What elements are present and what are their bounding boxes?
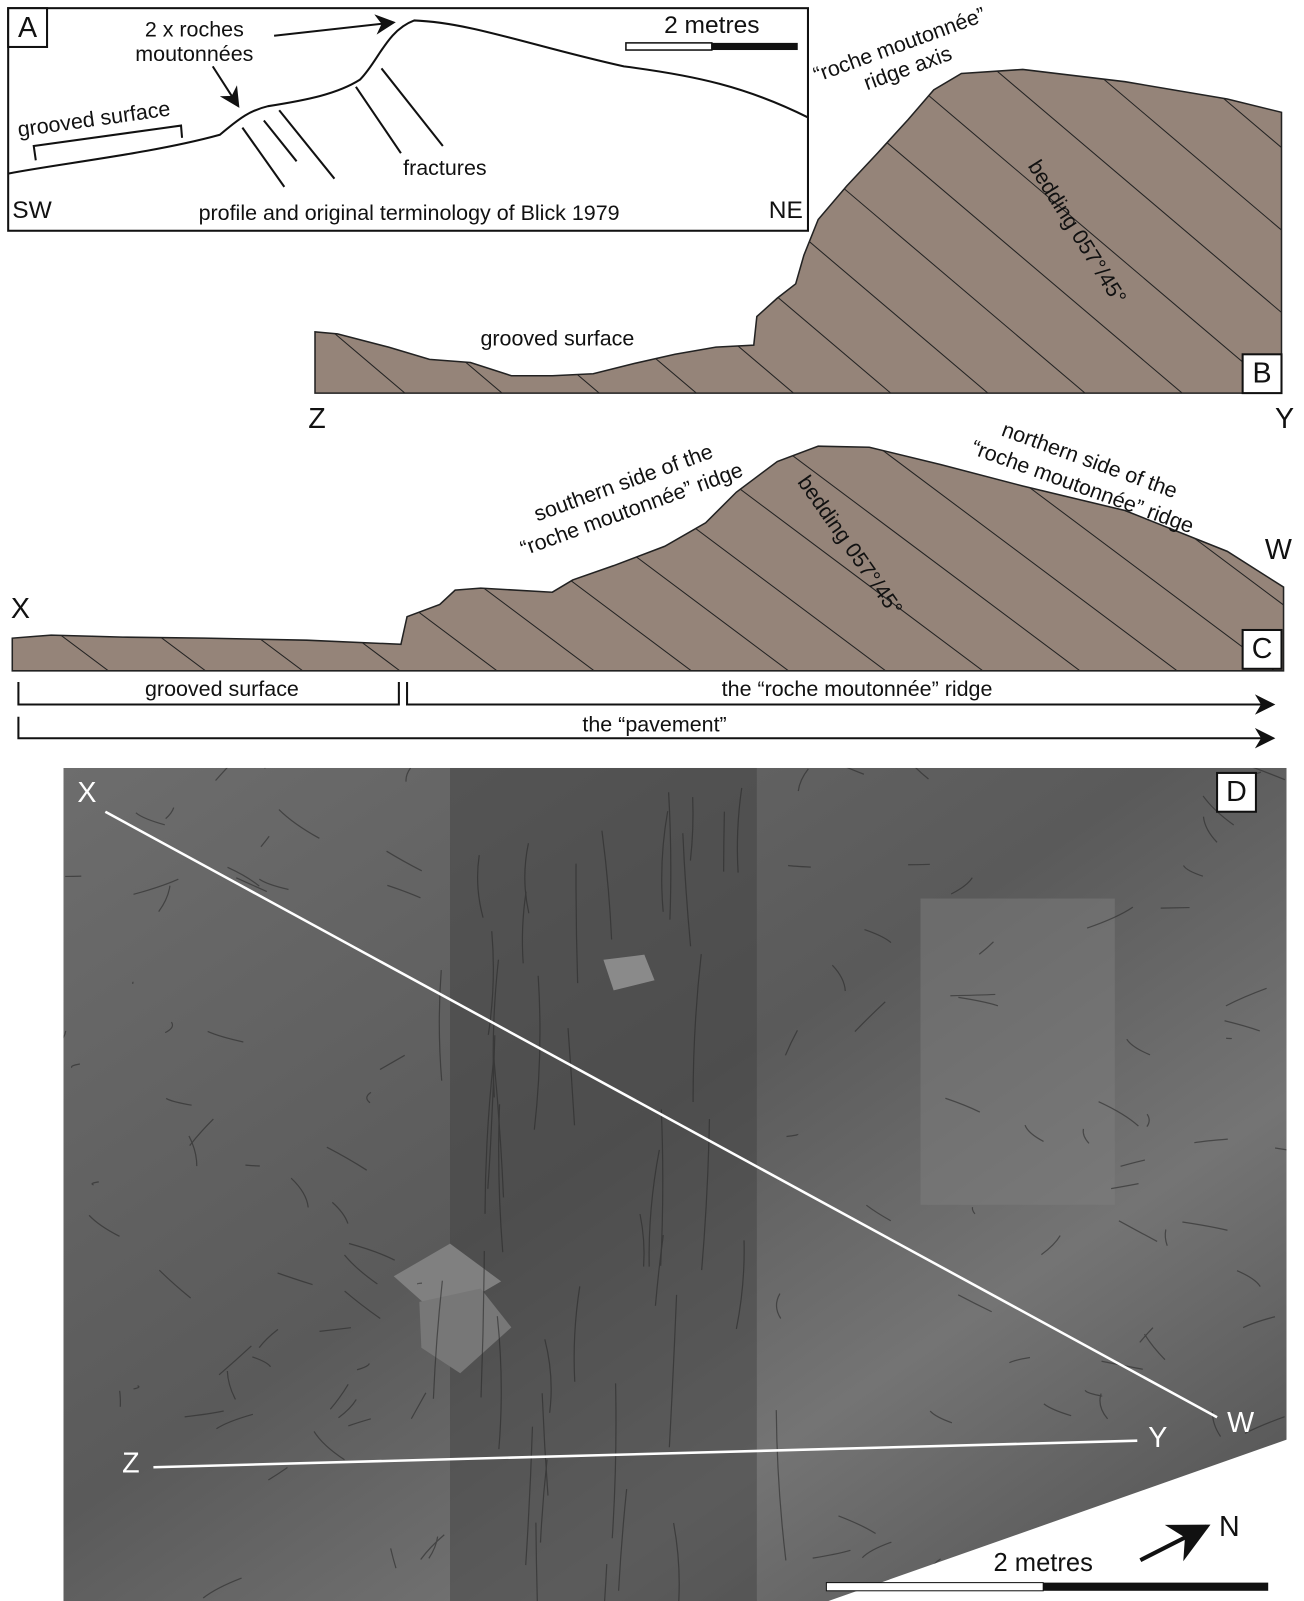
end-label: X bbox=[11, 593, 30, 625]
panel-c: C southern side of the “roche moutonnée”… bbox=[0, 417, 1304, 738]
end-label: Y bbox=[1275, 403, 1294, 435]
scale-label: 2 metres bbox=[664, 12, 759, 39]
end-label: W bbox=[1265, 534, 1292, 566]
annotation: grooved surface bbox=[480, 327, 634, 351]
annotation: 2 x roches bbox=[145, 17, 244, 41]
north-label: N bbox=[1219, 1511, 1240, 1543]
annotation: the “roche moutonnée” ridge bbox=[722, 677, 993, 701]
scale-bar bbox=[712, 43, 798, 50]
panel-label: A bbox=[18, 12, 38, 44]
point-label: W bbox=[1227, 1407, 1254, 1439]
scale-bar bbox=[826, 1583, 1043, 1591]
point-label: Z bbox=[122, 1448, 139, 1480]
direction: NE bbox=[769, 197, 803, 224]
annotation: moutonnées bbox=[135, 42, 253, 66]
panel-label: B bbox=[1253, 357, 1272, 389]
point-label: X bbox=[77, 777, 96, 809]
crack bbox=[1161, 908, 1190, 909]
panel-label: C bbox=[1252, 633, 1273, 665]
page: A 2 metres 2 x roches moutonnées grooved… bbox=[0, 0, 1304, 1601]
scale-bar bbox=[626, 43, 712, 50]
surface bbox=[920, 899, 1114, 1205]
point-label: Y bbox=[1148, 1422, 1167, 1454]
crack bbox=[1248, 1540, 1281, 1555]
panel-d: X W Z Y D N 2 metres bbox=[49, 743, 1304, 1601]
crack bbox=[418, 1283, 422, 1284]
panel-label: D bbox=[1226, 776, 1247, 808]
panel-a: A 2 metres 2 x roches moutonnées grooved… bbox=[8, 8, 808, 231]
end-label: Z bbox=[308, 403, 325, 435]
direction: SW bbox=[12, 197, 52, 224]
scale-bar bbox=[1043, 1583, 1268, 1591]
crack bbox=[120, 1391, 121, 1407]
crack bbox=[724, 812, 725, 872]
caption: profile and original terminology of Blic… bbox=[199, 201, 620, 225]
crack bbox=[991, 1592, 1026, 1594]
north-arrow bbox=[1140, 1526, 1206, 1560]
figure: A 2 metres 2 x roches moutonnées grooved… bbox=[0, 0, 1304, 1601]
annotation: grooved surface bbox=[145, 677, 299, 701]
scale-label: 2 metres bbox=[993, 1549, 1092, 1577]
crack bbox=[49, 1031, 66, 1051]
crack bbox=[265, 743, 276, 768]
hillshade bbox=[49, 743, 1304, 1601]
annotation: the “pavement” bbox=[582, 713, 726, 737]
surface bbox=[450, 768, 757, 1601]
annotation: fractures bbox=[403, 156, 486, 180]
